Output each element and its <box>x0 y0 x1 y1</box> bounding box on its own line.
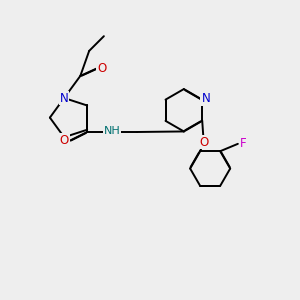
Text: N: N <box>60 92 68 104</box>
Text: O: O <box>199 136 208 148</box>
Text: N: N <box>201 92 210 105</box>
Text: O: O <box>60 134 69 147</box>
Text: F: F <box>240 137 247 150</box>
Text: NH: NH <box>104 125 121 136</box>
Text: O: O <box>97 62 106 75</box>
